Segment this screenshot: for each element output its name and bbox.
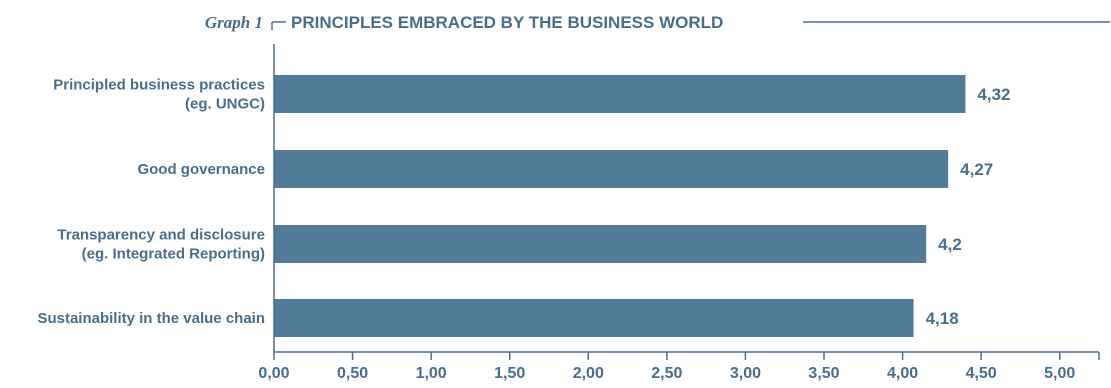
value-label-1: 4,32 [977, 85, 1010, 104]
value-label-2: 4,27 [960, 160, 993, 179]
axes-group: 0,00 0,50 1,00 1,50 2,00 2,50 3,00 3,50 4,00 4,50… [258, 44, 1100, 382]
category-label-2: Good governance [137, 161, 265, 178]
x-tick-label-4: 1,50 [494, 365, 525, 382]
graph-number: Graph 1 [205, 13, 263, 32]
x-tick-label-2: 0,50 [337, 365, 368, 382]
bar-3 [274, 225, 927, 263]
x-tick-label-3: 1,00 [416, 365, 447, 382]
bar-1 [274, 75, 966, 113]
category-label-4: Sustainability in the value chain [37, 310, 265, 327]
x-tick-label-9: 4,00 [887, 365, 918, 382]
x-tick-label-10: 4,50 [966, 365, 997, 382]
x-tick-label-8: 3,50 [808, 365, 839, 382]
chart-title: PRINCIPLES EMBRACED BY THE BUSINESS WORL… [291, 13, 723, 32]
x-tick-label-5: 2,00 [573, 365, 604, 382]
value-label-4: 4,18 [926, 309, 959, 328]
category-label-3-line-1: Transparency and disclosure [57, 227, 265, 244]
bar-4 [274, 299, 914, 337]
bars-group: 4,32 Principled business practices (eg. UN… [37, 75, 1011, 337]
x-tick-label-7: 3,00 [730, 365, 761, 382]
x-tick-label-1: 0,00 [258, 365, 289, 382]
category-label-1-line-1: Principled business practices [53, 77, 265, 94]
category-label-1-line-2: (eg. UNGC) [185, 96, 265, 113]
value-label-3: 4,2 [938, 235, 962, 254]
x-tick-label-11: 5,00 [1044, 365, 1075, 382]
category-label-3-line-2: (eg. Integrated Reporting) [82, 246, 265, 263]
x-tick-label-6: 2,50 [651, 365, 682, 382]
bar-2 [274, 150, 949, 188]
